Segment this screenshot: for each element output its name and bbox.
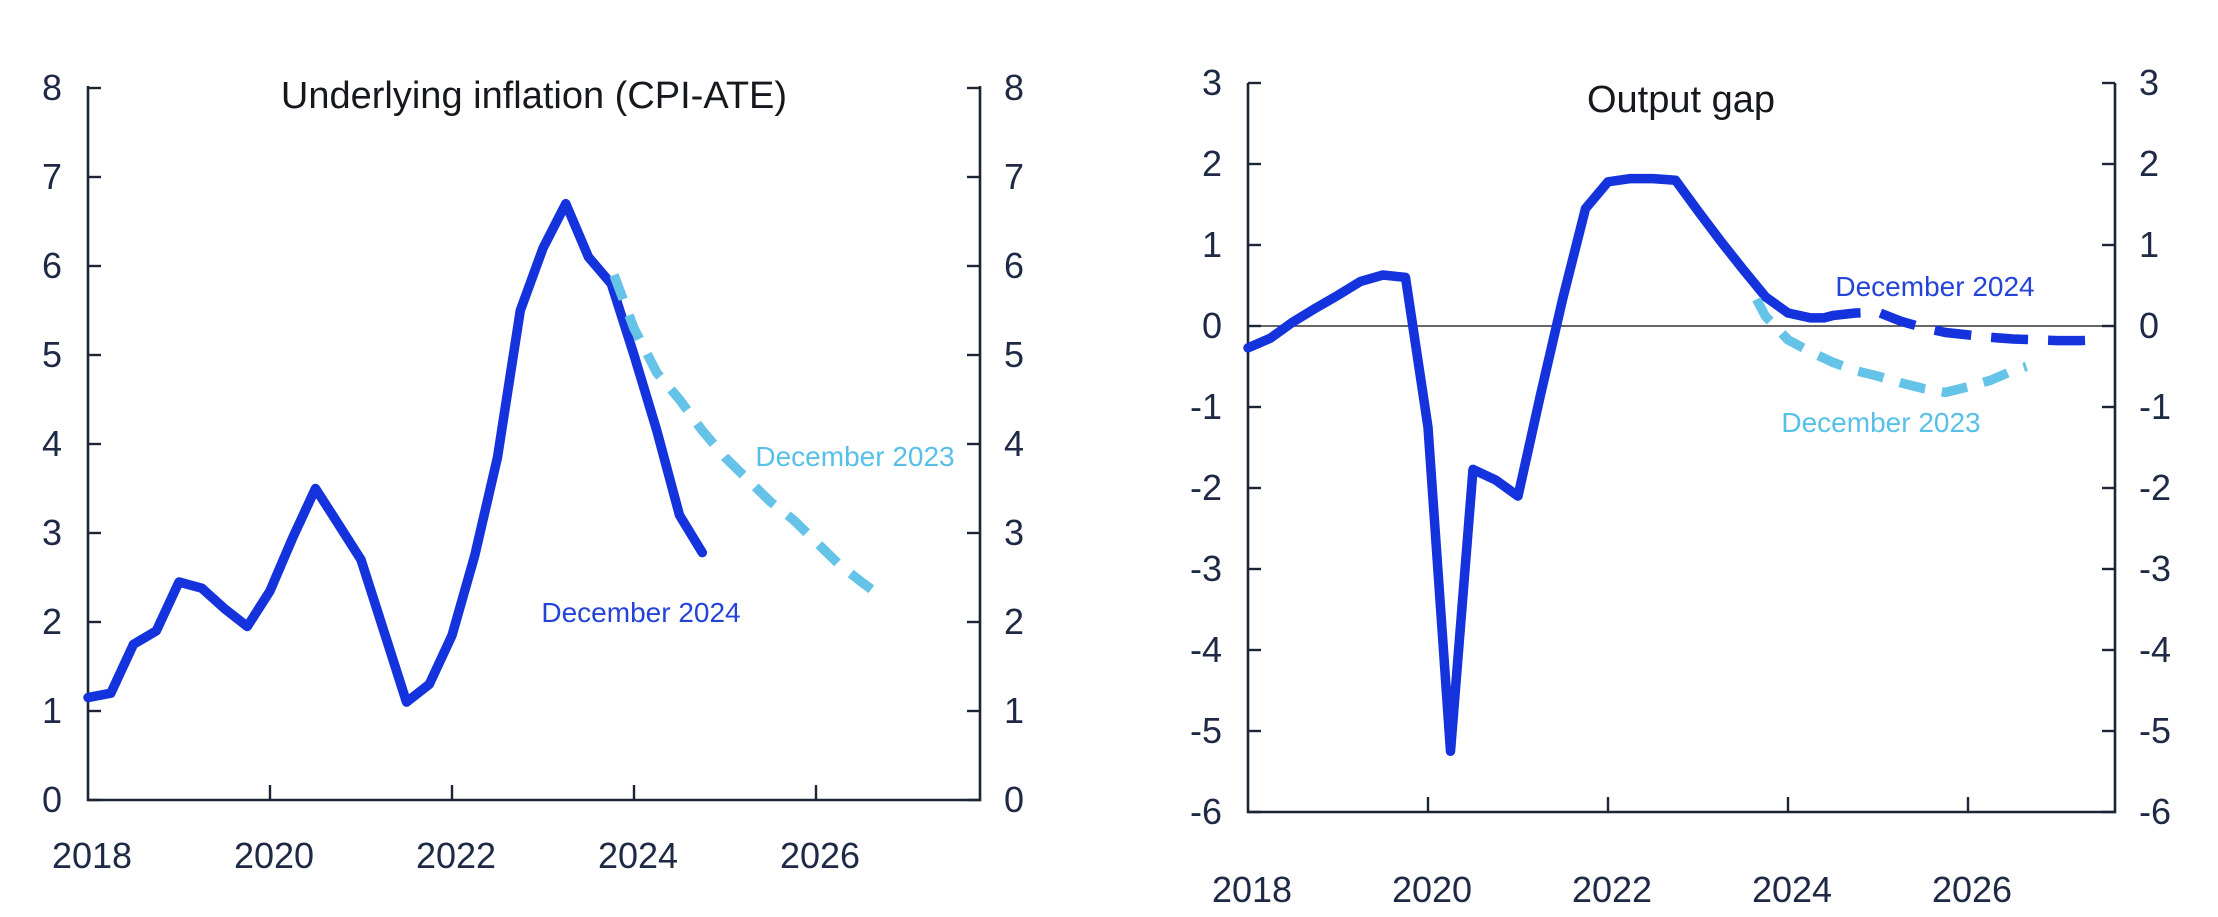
y-tick-label-right: -4: [2139, 629, 2171, 670]
y-tick-label-left: -2: [1190, 467, 1222, 508]
x-tick-label: 2022: [1572, 869, 1652, 910]
series-december-2023-dashed-line: [609, 273, 883, 600]
y-tick-label-left: 5: [42, 334, 62, 375]
chart-title: Output gap: [1587, 79, 1775, 121]
y-tick-label-right: 0: [1004, 779, 1024, 820]
y-tick-label-left: 6: [42, 245, 62, 286]
chart-output-gap: -6 -6 -5 -5 -4 -4 -3 -3 -2 -2 -1 -1 0 0 1 1 2 2 3 3 2018 2020…: [1080, 0, 2218, 917]
x-tick-label: 2024: [598, 835, 678, 876]
series-december-2024-solid-line: [83, 198, 708, 707]
y-tick-label-left: -1: [1190, 386, 1222, 427]
y-tick-label-right: 1: [1004, 690, 1024, 731]
series-label-december-2023: December 2023: [755, 441, 954, 472]
x-tick-label: 2018: [1212, 869, 1292, 910]
y-tick-label-left: 1: [42, 690, 62, 731]
y-tick-label-right: 1: [2139, 224, 2159, 265]
plot-surface: 0 0 1 1 2 2 3 3 4 4 5 5 6 6 7 7 8 8 2018 2020 2022 2024 2026 Un…: [42, 67, 1024, 876]
y-tick-label-right: -6: [2139, 791, 2171, 832]
series-december-2024-solid-line: [1243, 173, 1829, 757]
y-tick-label-right: -3: [2139, 548, 2171, 589]
x-tick-label: 2018: [52, 835, 132, 876]
series-label-december-2024: December 2024: [1835, 271, 2034, 302]
x-tick-label: 2020: [1392, 869, 1472, 910]
y-tick-label-left: 1: [1202, 224, 1222, 265]
y-tick-label-left: 3: [42, 512, 62, 553]
x-tick-label: 2026: [1932, 869, 2012, 910]
y-tick-label-right: -2: [2139, 467, 2171, 508]
series-label-december-2023: December 2023: [1781, 407, 1980, 438]
y-tick-label-left: -6: [1190, 791, 1222, 832]
x-tick-label: 2022: [416, 835, 496, 876]
chart-underlying-inflation: 0 0 1 1 2 2 3 3 4 4 5 5 6 6 7 7 8 8 2018 2020 2022 2024 2026 Un…: [0, 0, 1080, 917]
y-tick-label-right: 2: [2139, 143, 2159, 184]
x-tick-label: 2020: [234, 835, 314, 876]
y-tick-label-right: 7: [1004, 156, 1024, 197]
y-tick-label-left: 3: [1202, 62, 1222, 103]
y-tick-label-right: -1: [2139, 386, 2171, 427]
x-tick-label: 2024: [1752, 869, 1832, 910]
y-tick-label-left: 8: [42, 67, 62, 108]
y-tick-label-left: 2: [42, 601, 62, 642]
y-tick-label-right: -5: [2139, 710, 2171, 751]
y-tick-label-right: 6: [1004, 245, 1024, 286]
y-tick-label-left: 7: [42, 156, 62, 197]
plot-surface: -6 -6 -5 -5 -4 -4 -3 -3 -2 -2 -1 -1 0 0 1 1 2 2 3 3 2018 2020…: [1190, 62, 2171, 910]
y-tick-label-left: -3: [1190, 548, 1222, 589]
y-tick-label-right: 0: [2139, 305, 2159, 346]
axis-line: [1246, 83, 2117, 814]
y-tick-label-left: -4: [1190, 629, 1222, 670]
y-tick-label-right: 3: [2139, 62, 2159, 103]
y-tick-label-left: 2: [1202, 143, 1222, 184]
y-tick-label-left: 4: [42, 423, 62, 464]
chart-title: Underlying inflation (CPI-ATE): [281, 75, 787, 117]
y-tick-label-left: 0: [1202, 305, 1222, 346]
y-tick-label-right: 5: [1004, 334, 1024, 375]
x-tick-label: 2026: [780, 835, 860, 876]
y-tick-label-left: -5: [1190, 710, 1222, 751]
y-tick-label-right: 8: [1004, 67, 1024, 108]
series-label-december-2024: December 2024: [541, 597, 740, 628]
series-december-2023-dashed-line: [1752, 297, 2028, 398]
series-december-2024-dashed-line: [1822, 307, 2104, 346]
y-tick-label-right: 3: [1004, 512, 1024, 553]
y-tick-label-right: 2: [1004, 601, 1024, 642]
y-tick-label-left: 0: [42, 779, 62, 820]
y-tick-label-right: 4: [1004, 423, 1024, 464]
